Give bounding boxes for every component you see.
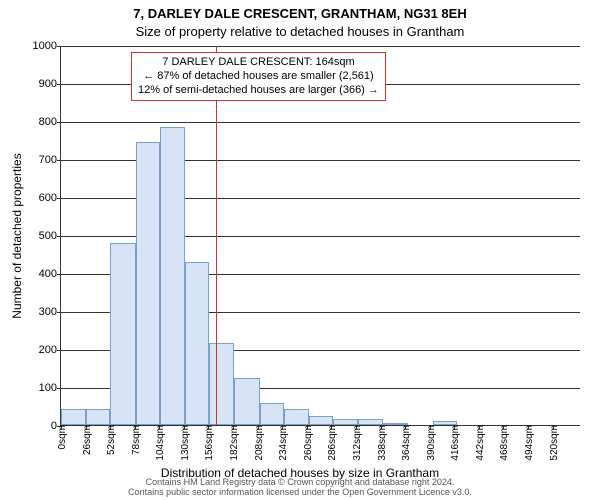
ytick-mark — [57, 122, 61, 123]
xtick-label: 0sqm — [57, 425, 68, 449]
xtick-label: 494sqm — [524, 425, 535, 461]
xtick-label: 520sqm — [549, 425, 560, 461]
ytick-label: 1000 — [33, 40, 57, 52]
footer-attribution: Contains HM Land Registry data © Crown c… — [0, 478, 600, 498]
gridline-h — [61, 122, 580, 123]
ytick-mark — [57, 388, 61, 389]
histogram-bar — [209, 343, 234, 425]
xtick-label: 442sqm — [475, 425, 486, 461]
xtick-label: 390sqm — [426, 425, 437, 461]
xtick-label: 416sqm — [450, 425, 461, 461]
xtick-label: 26sqm — [82, 425, 93, 455]
xtick-label: 286sqm — [327, 425, 338, 461]
histogram-bar — [284, 409, 309, 425]
xtick-label: 338sqm — [377, 425, 388, 461]
histogram-bar — [234, 378, 260, 426]
ytick-label: 600 — [39, 192, 57, 204]
annotation-line: 12% of semi-detached houses are larger (… — [138, 84, 379, 98]
histogram-bar — [260, 403, 285, 425]
xtick-label: 208sqm — [254, 425, 265, 461]
ytick-label: 900 — [39, 78, 57, 90]
ytick-label: 700 — [39, 154, 57, 166]
xtick-label: 52sqm — [106, 425, 117, 455]
histogram-bar — [309, 416, 334, 426]
ytick-mark — [57, 274, 61, 275]
histogram-bar — [333, 419, 358, 425]
histogram-bar — [61, 409, 86, 425]
footer-line2: Contains public sector information licen… — [0, 488, 600, 498]
annotation-line: 7 DARLEY DALE CRESCENT: 164sqm — [138, 56, 379, 70]
xtick-label: 260sqm — [303, 425, 314, 461]
xtick-label: 104sqm — [155, 425, 166, 461]
xtick-label: 364sqm — [401, 425, 412, 461]
histogram-bar — [358, 419, 384, 425]
annotation-line: ← 87% of detached houses are smaller (2,… — [138, 70, 379, 84]
ytick-label: 100 — [39, 382, 57, 394]
ytick-mark — [57, 84, 61, 85]
xtick-label: 156sqm — [204, 425, 215, 461]
histogram-bar — [160, 127, 185, 425]
ytick-mark — [57, 236, 61, 237]
xtick-label: 182sqm — [229, 425, 240, 461]
histogram-bar — [110, 243, 136, 425]
ytick-label: 500 — [39, 230, 57, 242]
ytick-mark — [57, 312, 61, 313]
histogram-bar — [86, 409, 111, 425]
y-axis-label: Number of detached properties — [10, 153, 24, 318]
xtick-label: 234sqm — [278, 425, 289, 461]
ytick-mark — [57, 46, 61, 47]
histogram-bar — [383, 423, 408, 425]
xtick-label: 468sqm — [499, 425, 510, 461]
chart-title-line2: Size of property relative to detached ho… — [0, 24, 600, 39]
histogram-bar — [136, 142, 161, 425]
ytick-mark — [57, 350, 61, 351]
xtick-label: 312sqm — [352, 425, 363, 461]
histogram-bar — [185, 262, 210, 425]
ytick-label: 300 — [39, 306, 57, 318]
ytick-label: 400 — [39, 268, 57, 280]
ytick-mark — [57, 160, 61, 161]
annotation-box: 7 DARLEY DALE CRESCENT: 164sqm← 87% of d… — [131, 52, 386, 101]
xtick-label: 78sqm — [131, 425, 142, 455]
reference-line — [216, 46, 217, 425]
chart-title-line1: 7, DARLEY DALE CRESCENT, GRANTHAM, NG31 … — [0, 6, 600, 21]
xtick-label: 130sqm — [180, 425, 191, 461]
ytick-label: 200 — [39, 344, 57, 356]
histogram-bar — [433, 421, 458, 425]
ytick-mark — [57, 198, 61, 199]
chart-container: 7, DARLEY DALE CRESCENT, GRANTHAM, NG31 … — [0, 0, 600, 500]
gridline-h — [61, 46, 580, 47]
ytick-label: 800 — [39, 116, 57, 128]
plot-area: 010020030040050060070080090010000sqm26sq… — [60, 46, 580, 426]
